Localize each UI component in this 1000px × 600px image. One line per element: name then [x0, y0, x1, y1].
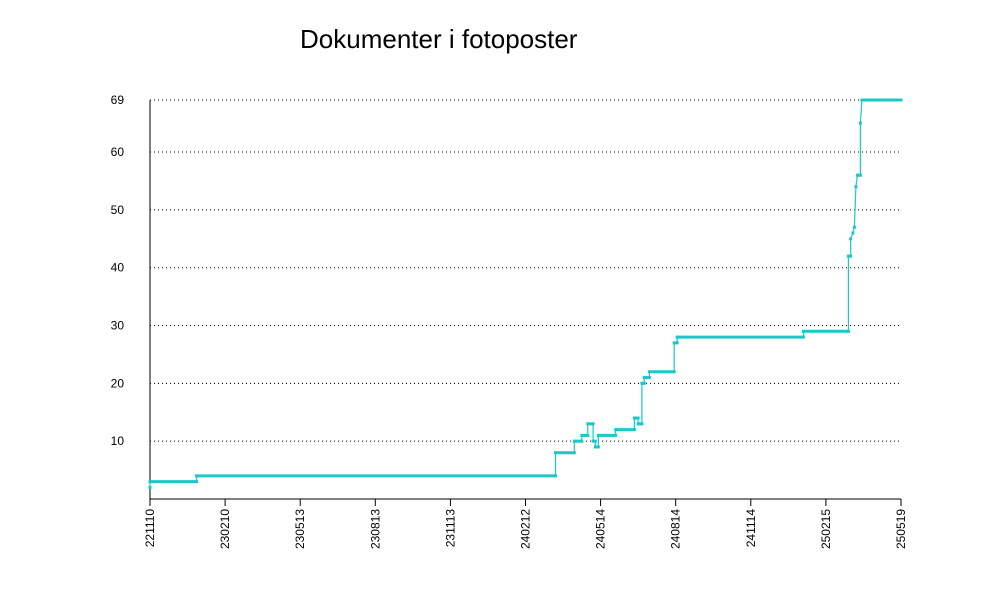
x-tick-label: 230513 — [293, 509, 307, 549]
data-point — [858, 173, 862, 177]
data-point — [640, 422, 644, 426]
data-point — [148, 480, 152, 484]
chart-title: Dokumenter i fotoposter — [300, 24, 578, 54]
x-tick-label: 250215 — [819, 509, 833, 549]
data-point — [580, 439, 584, 443]
data-point — [846, 254, 850, 258]
x-tick-label: 241114 — [744, 509, 758, 548]
data-point — [647, 370, 651, 374]
data-point — [858, 121, 862, 125]
y-tick-label: 40 — [111, 261, 125, 275]
data-point — [642, 381, 646, 385]
data-point — [640, 381, 644, 385]
data-point — [554, 474, 558, 478]
x-tick-label: 240514 — [594, 509, 608, 549]
data-point — [855, 173, 859, 177]
y-tick-label: 30 — [111, 319, 125, 333]
data-point — [572, 451, 576, 455]
series-line — [149, 99, 901, 488]
data-point — [554, 451, 558, 455]
data-point — [849, 254, 853, 258]
data-point — [586, 433, 590, 437]
x-tick-label: 230813 — [368, 509, 382, 549]
y-tick-label: 20 — [111, 376, 125, 390]
y-tick-label: 10 — [111, 434, 125, 448]
data-point — [195, 474, 199, 478]
data-point — [195, 480, 199, 484]
data-point — [851, 231, 855, 235]
data-point — [614, 433, 618, 437]
data-point — [586, 422, 590, 426]
data-point — [596, 445, 600, 449]
x-tick-label: 221110 — [143, 509, 157, 548]
x-tick-label: 240212 — [519, 509, 533, 549]
data-point — [632, 428, 636, 432]
data-point — [642, 376, 646, 380]
data-point — [148, 485, 152, 489]
data-point — [801, 335, 805, 339]
data-point — [675, 341, 679, 345]
data-point — [614, 428, 618, 432]
data-point — [672, 370, 676, 374]
data-point — [572, 439, 576, 443]
data-point — [591, 439, 595, 443]
data-point — [580, 433, 584, 437]
data-point — [596, 433, 600, 437]
data-point — [801, 329, 805, 333]
x-tick-label: 231113 — [443, 509, 457, 548]
x-tick-label: 240814 — [669, 509, 683, 549]
data-point — [860, 98, 864, 102]
data-point — [675, 335, 679, 339]
data-point — [672, 341, 676, 345]
data-point — [899, 98, 903, 102]
data-point — [636, 416, 640, 420]
data-point — [591, 422, 595, 426]
data-point — [636, 422, 640, 426]
x-tick-label: 250519 — [894, 509, 908, 549]
data-point — [632, 416, 636, 420]
y-tick-label: 69 — [111, 93, 125, 107]
y-tick-label: 60 — [111, 145, 125, 159]
x-tick-label: 230210 — [218, 509, 232, 549]
data-point — [849, 237, 853, 241]
data-point — [647, 376, 651, 380]
data-point — [854, 185, 858, 189]
y-tick-label: 50 — [111, 203, 125, 217]
data-point — [846, 329, 850, 333]
data-point — [852, 225, 856, 229]
data-point — [593, 445, 597, 449]
data-point — [593, 439, 597, 443]
